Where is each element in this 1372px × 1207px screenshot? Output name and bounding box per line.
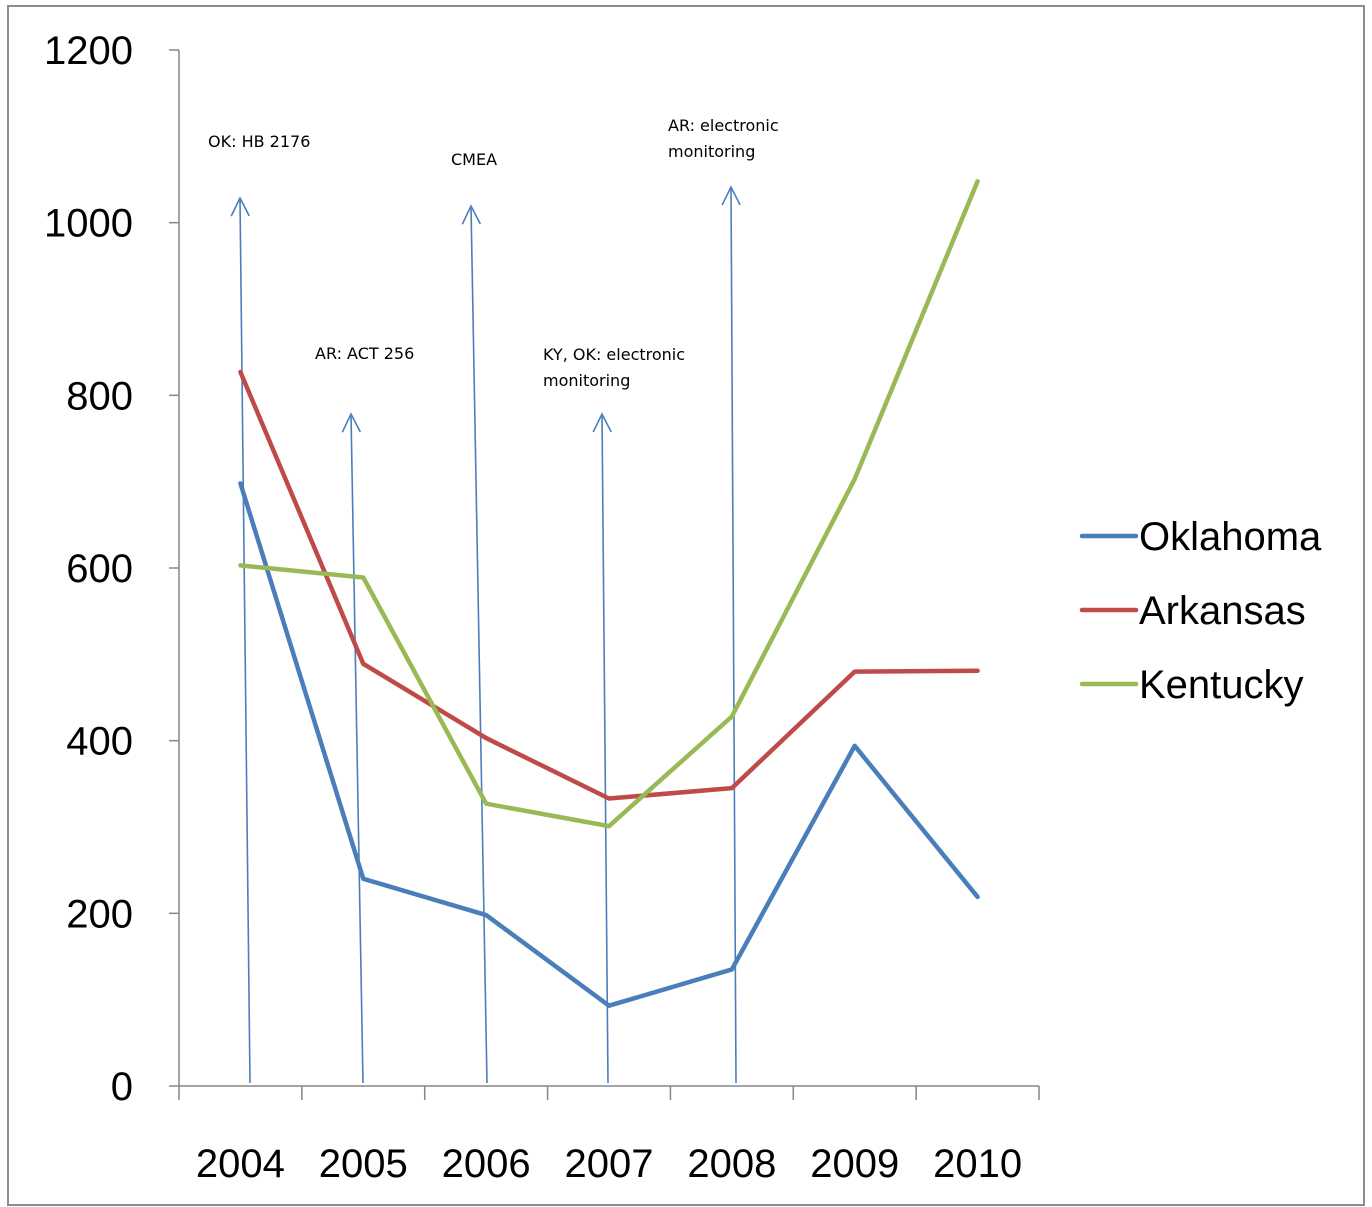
- annotation-arrows: [230, 185, 741, 1084]
- y-tick-label: 1000: [44, 202, 133, 246]
- chart-frame: [7, 5, 1365, 1206]
- legend-item-kentucky: Kentucky: [1079, 663, 1304, 707]
- annotation-arrow: [592, 412, 612, 1084]
- y-tick-label: 200: [66, 892, 133, 936]
- legend-label: Kentucky: [1139, 663, 1304, 707]
- annotation-arrow: [230, 196, 251, 1084]
- annotation-label: AR: electronic monitoring: [668, 116, 779, 161]
- legend-item-arkansas: Arkansas: [1079, 589, 1306, 633]
- y-tick-label: 0: [111, 1065, 133, 1109]
- legend-label: Arkansas: [1139, 589, 1306, 633]
- series-lines: [238, 178, 980, 1008]
- x-tick-label: 2006: [442, 1142, 531, 1186]
- legend: Oklahoma Arkansas Kentucky: [1079, 515, 1322, 707]
- x-tick-label: 2009: [810, 1142, 899, 1186]
- x-tick-label: 2005: [319, 1142, 408, 1186]
- legend-item-oklahoma: Oklahoma: [1079, 515, 1322, 559]
- x-tick-label: 2007: [565, 1142, 654, 1186]
- y-tick-label: 400: [66, 720, 133, 764]
- annotation-arrow: [341, 412, 364, 1084]
- x-tick-label: 2008: [687, 1142, 776, 1186]
- y-tick-label: 1200: [44, 29, 133, 73]
- axes: 0 200 400 600 800 1000 1200 2004 2005 2006 2007 200…: [44, 29, 1040, 1186]
- legend-label: Oklahoma: [1139, 515, 1322, 559]
- annotation-arrow: [461, 204, 488, 1084]
- annotation-label: KY, OK: electronic monitoring: [543, 345, 685, 390]
- annotation-label: CMEA: [451, 150, 497, 169]
- x-tick-label: 2004: [196, 1142, 285, 1186]
- annotation-arrow: [721, 185, 741, 1084]
- annotations: OK: HB 2176 AR: ACT 256 CMEA KY, OK: electr…: [208, 116, 779, 390]
- annotation-label: OK: HB 2176: [208, 132, 310, 151]
- y-tick-label: 600: [66, 547, 133, 591]
- y-tick-label: 800: [66, 374, 133, 418]
- x-tick-label: 2010: [933, 1142, 1022, 1186]
- annotation-label: AR: ACT 256: [315, 344, 414, 363]
